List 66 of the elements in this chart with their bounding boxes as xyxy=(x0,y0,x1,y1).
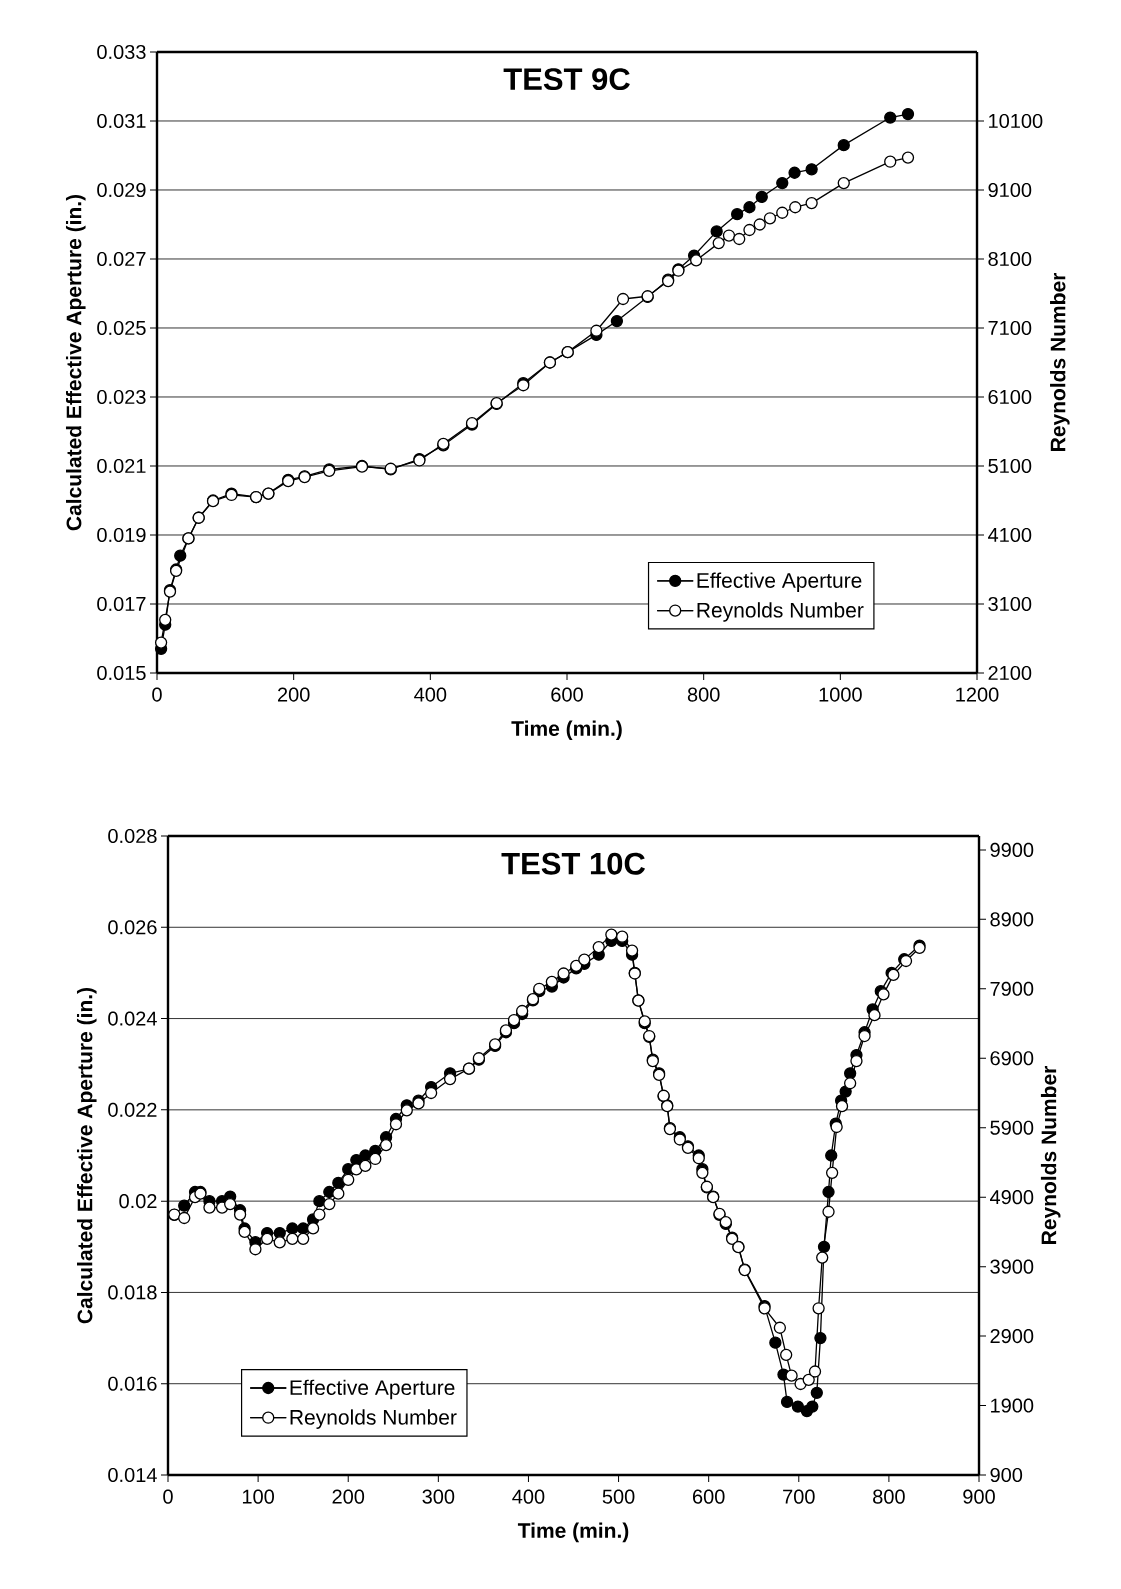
x-tick-label: 1200 xyxy=(956,687,999,702)
y2-tick-label: 3900 xyxy=(990,1259,1034,1274)
y-tick-label: 0.025 xyxy=(97,320,146,336)
chart-title: TEST 9C xyxy=(503,68,630,91)
x-tick-label: 800 xyxy=(687,687,720,702)
y-tick-label: 0.028 xyxy=(108,828,157,844)
x-tick-label: 600 xyxy=(693,1489,725,1504)
x-tick-label: 100 xyxy=(242,1489,274,1504)
y2-axis-title: Reynolds Number xyxy=(1040,1065,1061,1244)
x-tick-label: 400 xyxy=(414,687,447,702)
x-tick-label: 200 xyxy=(277,687,310,702)
x-tick-label: 200 xyxy=(332,1489,365,1504)
y2-tick-label: 3100 xyxy=(988,596,1032,612)
x-axis-title: Time (min.) xyxy=(511,720,622,741)
y-tick-label: 0.031 xyxy=(97,113,146,129)
y2-tick-label: 5100 xyxy=(988,458,1032,474)
y-tick-label: 0.027 xyxy=(97,251,146,267)
y-tick-label: 0.018 xyxy=(108,1285,157,1300)
y-tick-label: 0.019 xyxy=(97,527,146,543)
x-axis-title: Time (min.) xyxy=(517,1522,629,1543)
y2-tick-label: 6900 xyxy=(990,1051,1034,1066)
y2-tick-label: 2900 xyxy=(990,1329,1034,1344)
y-tick-label: 0.033 xyxy=(97,44,146,60)
y-tick-label: 0.026 xyxy=(108,920,157,935)
legend-label: Reynolds Number xyxy=(290,1409,457,1429)
legend-label: Effective Aperture xyxy=(697,572,862,593)
legend-label: Effective Aperture xyxy=(290,1379,455,1400)
y2-tick-label: 10100 xyxy=(989,113,1043,129)
chart-title: TEST 10C xyxy=(501,852,645,875)
y2-tick-label: 9900 xyxy=(990,842,1034,857)
y2-tick-label: 8900 xyxy=(990,912,1034,927)
legend-label: Reynolds Number xyxy=(697,602,864,622)
x-tick-label: 700 xyxy=(783,1489,815,1504)
y2-axis-title: Reynolds Number xyxy=(1050,272,1070,451)
x-tick-label: 0 xyxy=(163,1489,173,1504)
x-tick-label: 900 xyxy=(963,1489,995,1504)
x-tick-label: 800 xyxy=(873,1489,905,1504)
x-tick-label: 400 xyxy=(512,1489,545,1504)
y2-tick-label: 1900 xyxy=(991,1398,1034,1413)
y-tick-label: 0.016 xyxy=(108,1376,157,1391)
y2-tick-label: 900 xyxy=(990,1467,1023,1483)
y-tick-label: 0.023 xyxy=(97,389,146,405)
y2-tick-label: 4100 xyxy=(988,527,1032,543)
x-tick-label: 300 xyxy=(422,1489,455,1504)
y2-tick-label: 2100 xyxy=(988,665,1032,681)
x-tick-label: 0 xyxy=(152,687,162,702)
y-axis-title: Calculated Effective Aperture (in.) xyxy=(76,987,97,1324)
y2-tick-label: 7100 xyxy=(988,320,1032,336)
y-tick-label: 0.029 xyxy=(97,182,146,198)
y-axis-title: Calculated Effective Aperture (in.) xyxy=(65,194,86,531)
x-tick-label: 500 xyxy=(602,1489,635,1504)
y2-tick-label: 8100 xyxy=(988,251,1032,267)
y-tick-label: 0.024 xyxy=(108,1011,157,1026)
y2-tick-label: 5900 xyxy=(990,1120,1034,1135)
y-tick-label: 0.02 xyxy=(119,1194,157,1209)
y-tick-label: 0.014 xyxy=(108,1467,157,1483)
y-tick-label: 0.015 xyxy=(97,665,146,681)
x-tick-label: 1000 xyxy=(819,687,862,702)
y2-tick-label: 7900 xyxy=(990,981,1034,996)
y-tick-label: 0.017 xyxy=(97,596,146,612)
y2-tick-label: 9100 xyxy=(988,182,1032,198)
y-tick-label: 0.021 xyxy=(97,458,146,474)
y2-tick-label: 6100 xyxy=(988,389,1032,405)
x-tick-label: 600 xyxy=(551,687,583,702)
y-tick-label: 0.022 xyxy=(108,1102,157,1117)
y2-tick-label: 4900 xyxy=(990,1190,1034,1205)
